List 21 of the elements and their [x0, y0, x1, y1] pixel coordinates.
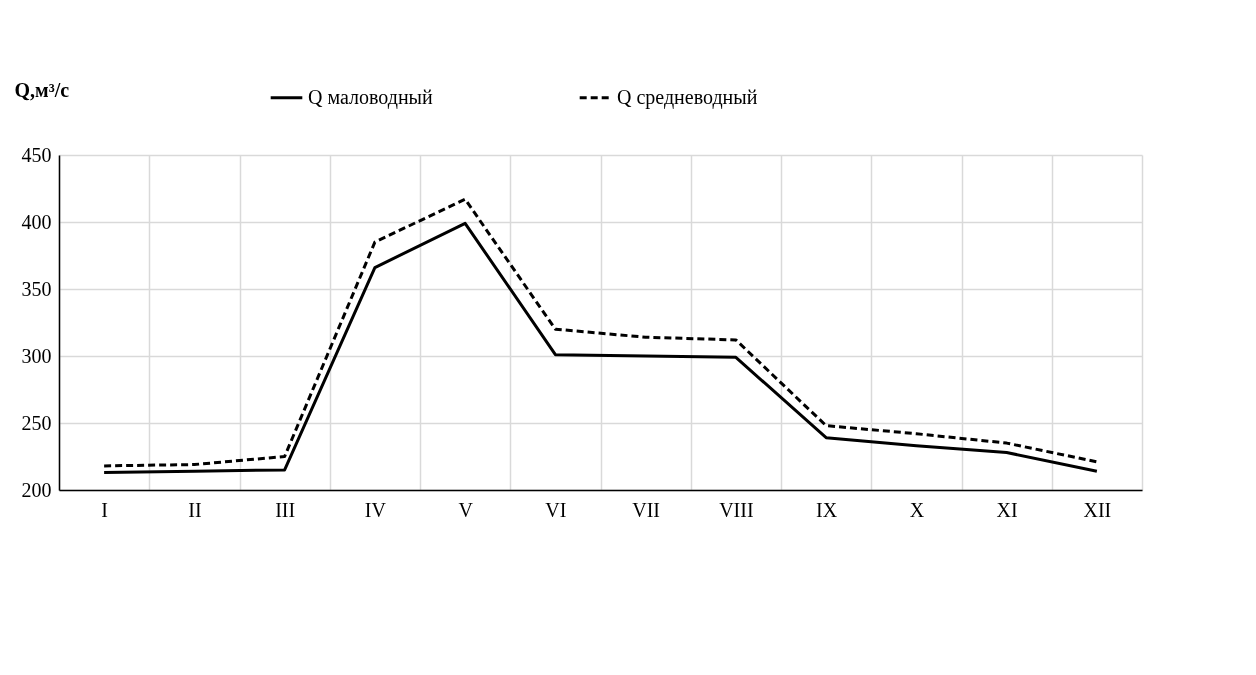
x-tick-label: X — [909, 498, 925, 521]
y-tick-label: 400 — [21, 210, 52, 233]
x-tick-label: XII — [1083, 498, 1112, 521]
x-tick-label: IX — [816, 498, 838, 521]
x-tick-label: II — [188, 498, 202, 521]
x-tick-label: VI — [545, 498, 567, 521]
x-tick-label: I — [101, 498, 108, 521]
legend-label: Q средневодный — [617, 85, 758, 109]
x-tick-label: VIII — [719, 498, 754, 521]
y-tick-label: 250 — [21, 411, 52, 434]
x-tick-label: VII — [632, 498, 661, 521]
legend-label: Q маловодный — [308, 85, 434, 109]
x-tick-label: III — [275, 498, 296, 521]
y-tick-label: 450 — [21, 143, 52, 166]
y-tick-label: 350 — [21, 277, 52, 300]
x-tick-label: IV — [364, 498, 387, 521]
x-tick-label: V — [458, 498, 474, 521]
y-tick-label: 300 — [21, 344, 52, 367]
y-axis-title: Q,м³/с — [14, 78, 70, 101]
y-tick-label: 200 — [21, 478, 52, 501]
x-tick-label: XI — [996, 498, 1018, 521]
